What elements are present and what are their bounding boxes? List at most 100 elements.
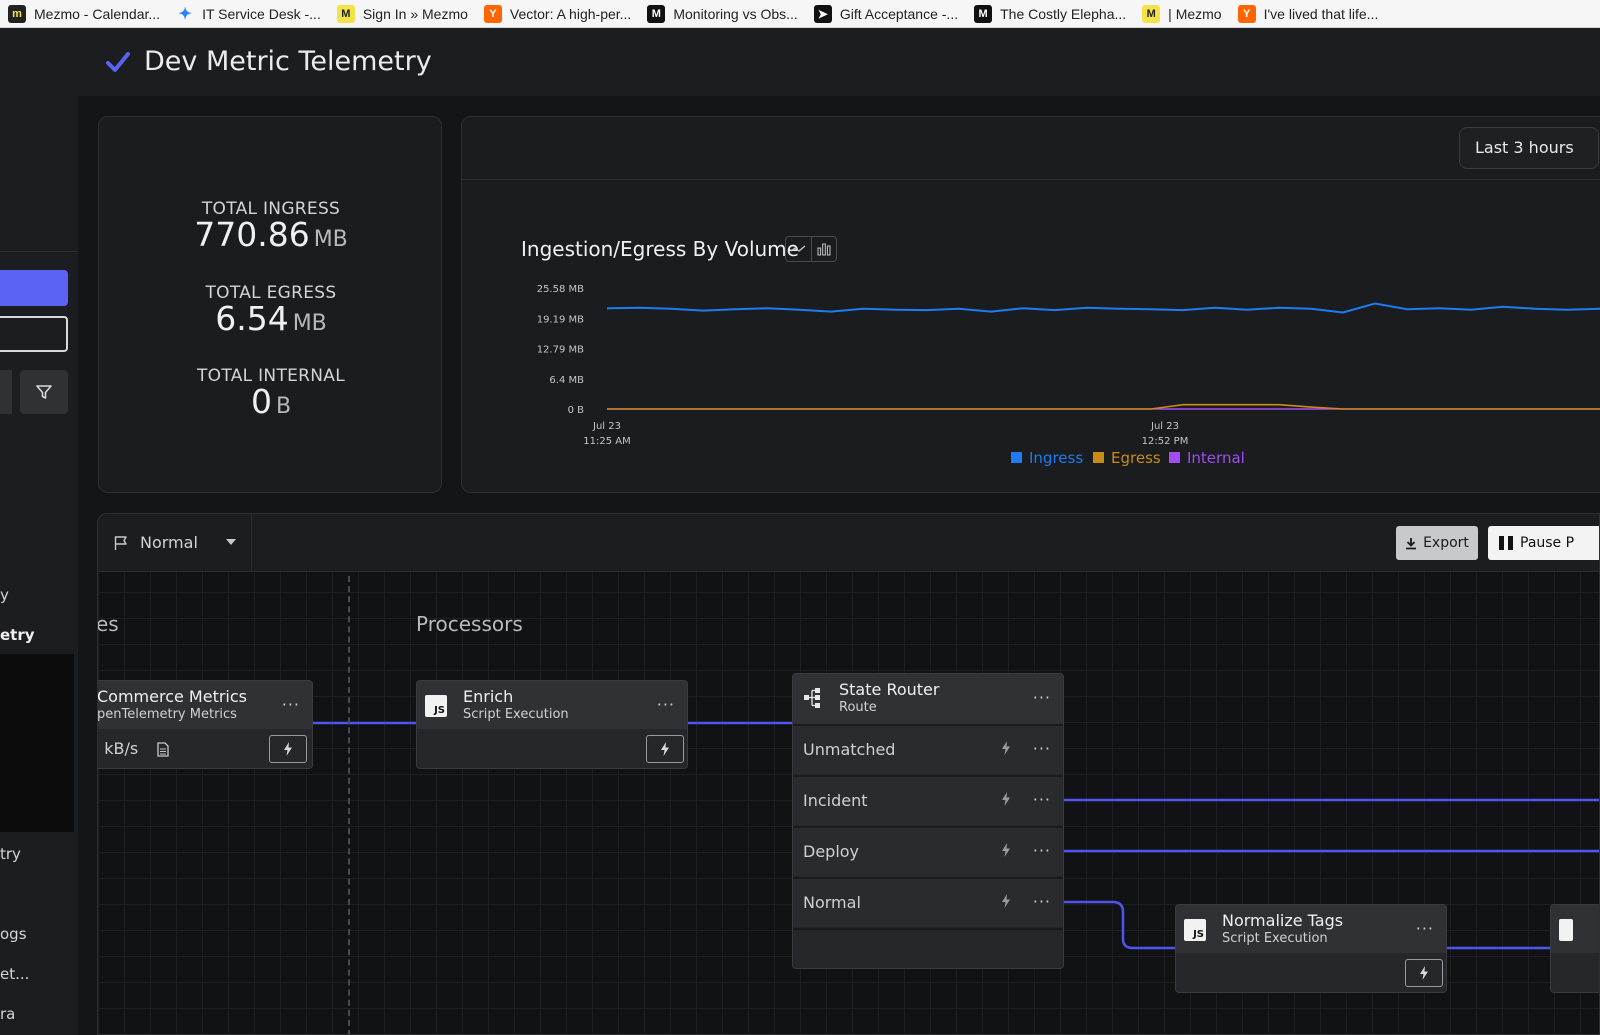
route-menu-button[interactable]: ··· xyxy=(1032,790,1051,809)
x-tick-label: 12:52 PM xyxy=(1142,436,1189,447)
export-button[interactable]: Export xyxy=(1396,526,1478,560)
bookmark-label: Gift Acceptance -... xyxy=(839,5,959,22)
tap-button[interactable] xyxy=(646,735,684,763)
sidebar-item[interactable]: ra xyxy=(0,1005,16,1023)
x-tick-label: 11:25 AM xyxy=(583,436,630,447)
node-type: Route xyxy=(839,700,877,715)
bookmark-item[interactable]: ➤ Gift Acceptance -... xyxy=(813,0,959,27)
node-header xyxy=(793,674,1063,724)
processor-node-enrich[interactable]: JS Enrich Script Execution ··· xyxy=(416,680,688,769)
bookmark-item[interactable]: M The Costly Elepha... xyxy=(974,0,1127,27)
bookmark-label: The Costly Elepha... xyxy=(1000,5,1127,22)
processor-node-state-router[interactable]: State Router Route ··· Unmatched ··· Inc… xyxy=(792,673,1064,969)
route-menu-button[interactable]: ··· xyxy=(1032,892,1051,911)
node-type: penTelemetry Metrics xyxy=(97,707,237,722)
route-row-deploy[interactable]: Deploy ··· xyxy=(793,826,1063,876)
route-divider xyxy=(793,928,1063,930)
legend-label[interactable]: Internal xyxy=(1187,449,1245,467)
total-internal-label: TOTAL INTERNAL xyxy=(196,366,346,386)
ycombinator-favicon-icon: Y xyxy=(483,4,502,23)
time-range-select[interactable]: Last 3 hours xyxy=(1459,127,1599,169)
pipeline-state-select[interactable]: Normal xyxy=(98,514,252,571)
pause-icon xyxy=(1499,536,1513,550)
chart-card: Last 3 hours Ingestion/Egress By Volume … xyxy=(461,116,1600,493)
bookmark-item[interactable]: M | Mezmo xyxy=(1142,0,1222,27)
y-tick-label: 0 B xyxy=(568,405,585,416)
bookmark-item[interactable]: ✦ IT Service Desk -... xyxy=(176,0,320,27)
route-row-normal[interactable]: Normal ··· xyxy=(793,877,1063,927)
sidebar-outline-button[interactable] xyxy=(0,316,68,352)
app-header xyxy=(0,28,1600,96)
lightning-icon xyxy=(661,742,669,756)
processor-node-normalize-tags[interactable]: JS Normalize Tags Script Execution ··· xyxy=(1175,904,1447,993)
bookmark-item[interactable]: M Monitoring vs Obs... xyxy=(647,0,798,27)
sidebar-item[interactable]: ogs xyxy=(0,925,27,943)
route-menu-button[interactable]: ··· xyxy=(1032,841,1051,860)
route-label: Incident xyxy=(803,791,868,810)
section-divider xyxy=(348,576,350,1034)
source-node-commerce-metrics[interactable]: Commerce Metrics penTelemetry Metrics ··… xyxy=(97,680,313,769)
medium-favicon-icon: M xyxy=(974,4,993,23)
node-name: Commerce Metrics xyxy=(97,687,248,706)
route-label: Deploy xyxy=(803,842,860,861)
chart-type-toggle xyxy=(785,236,837,262)
lightning-icon[interactable] xyxy=(1001,894,1011,908)
processor-node-partial[interactable] xyxy=(1550,904,1599,993)
lightning-icon xyxy=(1420,966,1428,980)
lightning-icon[interactable] xyxy=(1001,741,1011,755)
line-chart-toggle[interactable] xyxy=(786,237,811,261)
bookmark-item[interactable]: M Sign In » Mezmo xyxy=(336,0,468,27)
sidebar-search-input[interactable] xyxy=(0,370,12,414)
sidebar-item[interactable]: et... xyxy=(0,965,30,983)
lightning-icon[interactable] xyxy=(1001,792,1011,806)
flag-icon xyxy=(114,536,127,550)
caret-down-icon xyxy=(226,539,236,545)
node-menu-button[interactable]: ··· xyxy=(656,695,675,714)
route-menu-button[interactable]: ··· xyxy=(1032,739,1051,758)
node-menu-button[interactable]: ··· xyxy=(1415,919,1434,938)
bookmark-item[interactable]: m Mezmo - Calendar... xyxy=(8,0,160,27)
bar-chart-toggle[interactable] xyxy=(810,237,836,261)
tap-button[interactable] xyxy=(1405,959,1443,987)
sidebar-primary-button[interactable] xyxy=(0,270,68,306)
page-title: Dev Metric Telemetry xyxy=(144,46,432,77)
pause-label: Pause P xyxy=(1520,535,1575,551)
jira-favicon-icon: ✦ xyxy=(178,5,192,23)
bookmark-label: Vector: A high-per... xyxy=(509,5,632,22)
sidebar-item-active[interactable]: etry xyxy=(0,626,35,644)
node-header xyxy=(98,681,312,729)
bookmark-item[interactable]: Y Vector: A high-per... xyxy=(483,0,632,27)
js-icon: JS xyxy=(1184,919,1206,941)
checkmark-icon xyxy=(106,52,130,72)
route-row-unmatched[interactable]: Unmatched ··· xyxy=(793,724,1063,774)
node-menu-button[interactable]: ··· xyxy=(1032,688,1051,707)
connection-normal-normalize xyxy=(1064,900,1175,950)
filter-button[interactable] xyxy=(20,370,68,414)
send-favicon-icon: ➤ xyxy=(813,4,832,23)
bookmark-label: | Mezmo xyxy=(1168,5,1222,22)
tap-button[interactable] xyxy=(269,735,307,763)
lightning-icon[interactable] xyxy=(1001,843,1011,857)
legend-label[interactable]: Ingress xyxy=(1029,449,1083,467)
stats-card: TOTAL INGRESS 770.86 MB TOTAL EGRESS 6.54… xyxy=(98,116,442,493)
node-menu-button[interactable]: ··· xyxy=(281,695,300,714)
filter-icon xyxy=(36,385,52,399)
bookmark-label: Sign In » Mezmo xyxy=(362,5,468,22)
pipeline-canvas[interactable]: Normal Export Pause P es Processors Comm… xyxy=(97,513,1600,1035)
node-header xyxy=(417,681,687,729)
route-row-incident[interactable]: Incident ··· xyxy=(793,775,1063,825)
pipeline-toolbar: Normal Export Pause P xyxy=(98,514,1599,572)
y-tick-label: 25.58 MB xyxy=(537,284,584,295)
sidebar-item[interactable]: y xyxy=(0,586,9,604)
node-type: Script Execution xyxy=(463,707,569,722)
y-tick-label: 6.4 MB xyxy=(549,375,584,386)
bookmark-item[interactable]: Y I've lived that life... xyxy=(1237,0,1378,27)
lightning-icon xyxy=(284,742,292,756)
pipeline-state-label: Normal xyxy=(140,533,198,552)
sidebar-item[interactable]: try xyxy=(0,845,21,863)
node-type: Script Execution xyxy=(1222,931,1328,946)
export-label: Export xyxy=(1423,535,1469,551)
pause-button[interactable]: Pause P xyxy=(1488,526,1599,560)
legend-label[interactable]: Egress xyxy=(1111,449,1161,467)
